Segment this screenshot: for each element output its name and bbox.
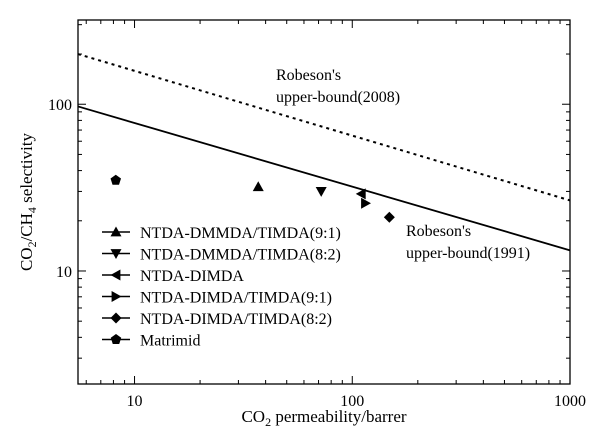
legend-label: NTDA-DIMDA/TIMDA(9:1) — [140, 290, 332, 307]
legend-label: NTDA-DMMDA/TIMDA(9:1) — [140, 225, 341, 242]
upper-bound-2008-line — [77, 53, 571, 202]
data-point-triangle-up — [252, 181, 264, 192]
legend-label: NTDA-DIMDA/TIMDA(8:2) — [140, 311, 332, 328]
y-title-sub2: 4 — [25, 207, 39, 213]
annotations: Robeson's upper-bound(2008) Robeson's upper… — [276, 67, 530, 262]
annotation-2008-line: Robeson's — [276, 67, 341, 84]
x-title-rest: permeability/barrer — [271, 407, 407, 426]
data-point-pentagon — [110, 174, 121, 185]
x-title-base: CO — [241, 407, 265, 426]
y-tick-label: 10 — [56, 264, 72, 281]
plot-frame — [77, 19, 571, 385]
annotation-1991-line: Robeson's — [406, 223, 471, 240]
upper-bound-1991-line — [77, 105, 571, 252]
data-points — [110, 174, 395, 223]
y-title-part3: selectivity — [17, 132, 36, 207]
x-tick-label: 1000 — [554, 393, 586, 410]
legend: NTDA-DMMDA/TIMDA(9:1) NTDA-DMMDA/TIMDA(8:… — [102, 225, 341, 350]
legend-label: NTDA-DMMDA/TIMDA(8:2) — [140, 247, 341, 264]
legend-marker-triangle-up — [110, 226, 122, 237]
x-tick-label: 10 — [127, 393, 143, 410]
bound-lines — [77, 53, 571, 252]
data-point-diamond — [383, 211, 395, 223]
x-tick-label: 100 — [340, 393, 364, 410]
y-title-sub1: 2 — [25, 241, 39, 247]
legend-marker-diamond — [110, 312, 122, 324]
legend-label: NTDA-DIMDA — [140, 268, 244, 285]
data-point-triangle-right — [361, 197, 371, 209]
y-tick-label: 100 — [48, 97, 72, 114]
y-title-part2: /CH — [17, 213, 36, 241]
legend-marker-triangle-down — [110, 249, 122, 259]
annotation-2008-line: upper-bound(2008) — [276, 89, 400, 106]
legend-marker-triangle-right — [111, 291, 122, 302]
annotation-1991-line: upper-bound(1991) — [406, 245, 530, 262]
y-axis-title: CO2/CH4 selectivity — [17, 132, 39, 271]
y-title-part1: CO — [17, 247, 36, 271]
legend-marker-pentagon — [110, 334, 122, 344]
data-point-triangle-left — [355, 188, 366, 200]
axis-ticks: 10 100 1000 10 100 — [48, 20, 586, 410]
x-title-sub: 2 — [265, 415, 271, 429]
x-axis-title: CO2 permeability/barrer — [241, 407, 406, 429]
data-point-triangle-down — [315, 187, 327, 197]
legend-label: Matrimid — [140, 333, 200, 350]
legend-marker-triangle-left — [110, 269, 121, 281]
